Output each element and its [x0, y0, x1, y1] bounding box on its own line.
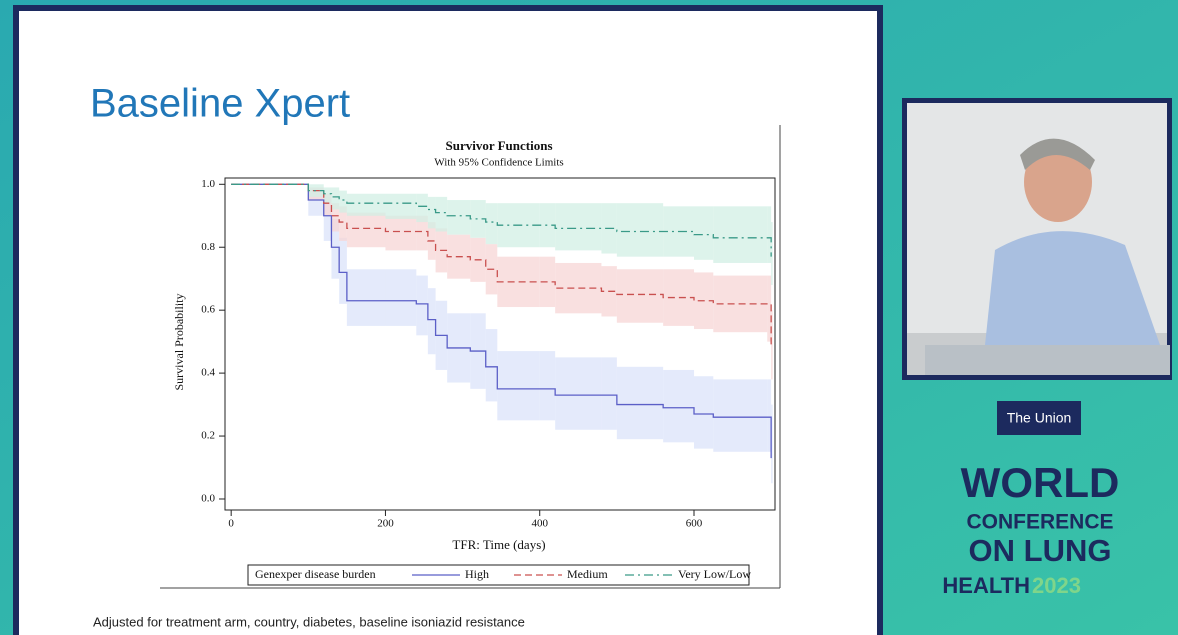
confidence-band — [486, 203, 498, 244]
confidence-band — [347, 194, 386, 216]
confidence-band — [416, 276, 428, 336]
badge-text: The Union — [1007, 410, 1072, 426]
confidence-band — [347, 269, 386, 326]
confidence-band — [331, 187, 339, 209]
x-tick-label: 600 — [686, 518, 703, 530]
podium — [925, 345, 1170, 375]
confidence-band — [694, 206, 713, 259]
y-tick-label: 0.4 — [201, 367, 215, 379]
page: Baseline Xpert Adjusted for treatment ar… — [0, 0, 1178, 635]
confidence-band — [555, 203, 601, 250]
confidence-band — [617, 203, 663, 256]
confidence-band — [694, 376, 713, 448]
confidence-band — [385, 194, 416, 219]
confidence-band — [617, 367, 663, 439]
confidence-band — [486, 329, 498, 401]
confidence-band — [385, 216, 416, 251]
slide-title: Baseline Xpert — [90, 82, 350, 126]
confidence-band — [497, 351, 539, 420]
confidence-band — [540, 351, 555, 420]
confidence-band — [324, 187, 332, 203]
legend-label: High — [465, 567, 489, 581]
y-tick-label: 0.8 — [201, 241, 215, 253]
legend-label: Very Low/Low — [678, 567, 751, 581]
confidence-band — [339, 238, 347, 304]
confidence-band — [713, 379, 767, 451]
x-tick-label: 200 — [377, 518, 394, 530]
confidence-band — [347, 213, 386, 248]
confidence-band — [385, 269, 416, 326]
confidence-band — [663, 269, 694, 326]
brand-line: WORLD — [961, 459, 1120, 506]
confidence-band — [555, 357, 601, 429]
brand-line: ON LUNG — [969, 533, 1112, 568]
legend-label: Medium — [567, 567, 608, 581]
confidence-band — [436, 197, 448, 232]
confidence-band — [339, 191, 347, 213]
y-tick-label: 0.6 — [201, 304, 215, 316]
chart-subtitle: With 95% Confidence Limits — [434, 157, 563, 169]
confidence-band — [416, 194, 428, 222]
y-tick-label: 0.0 — [201, 493, 215, 505]
confidence-band — [663, 370, 694, 442]
screen: Baseline Xpert Adjusted for treatment ar… — [0, 0, 1178, 635]
brand-year: 2023 — [1032, 573, 1081, 598]
confidence-band — [601, 357, 616, 429]
x-axis-label: TFR: Time (days) — [452, 537, 545, 552]
y-tick-label: 0.2 — [201, 430, 215, 442]
confidence-band — [447, 200, 470, 235]
footnote: Adjusted for treatment arm, country, dia… — [93, 614, 525, 629]
brand-line: CONFERENCE — [966, 511, 1113, 534]
confidence-band — [617, 269, 663, 322]
y-axis-label: Survival Probability — [172, 294, 186, 391]
x-tick-label: 0 — [228, 518, 234, 530]
confidence-band — [428, 197, 436, 228]
y-tick-label: 1.0 — [201, 178, 215, 190]
chart-title: Survivor Functions — [445, 138, 552, 153]
x-tick-label: 400 — [531, 518, 548, 530]
confidence-band — [713, 206, 767, 263]
legend-title: Genexper disease burden — [255, 567, 376, 581]
brand-line: HEALTH — [942, 573, 1030, 598]
confidence-band — [428, 288, 436, 354]
